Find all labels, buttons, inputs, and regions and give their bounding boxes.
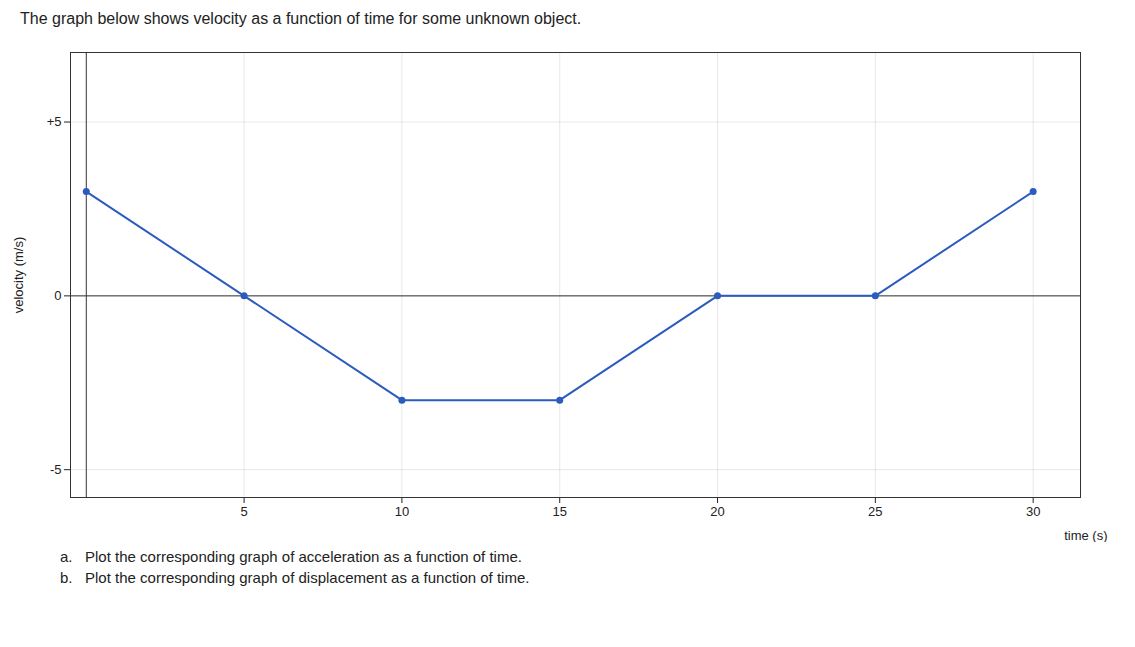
html-text:The graph below shows velocity: The graph below shows velocity as a func… (20, 10, 582, 27)
svg-text:-5: -5 (50, 462, 62, 477)
svg-text:velocity (m/s): velocity (m/s) (11, 237, 26, 314)
svg-text:5: 5 (240, 504, 247, 519)
svg-text:time (s): time (s) (1064, 528, 1107, 543)
svg-text:+5: +5 (47, 114, 62, 129)
svg-text:30: 30 (1026, 504, 1040, 519)
svg-text:15: 15 (552, 504, 566, 519)
svg-text:10: 10 (395, 504, 409, 519)
html-text:b. Plot the corresponding grap: b. Plot the corresponding graph of displ… (60, 569, 530, 586)
svg-text:20: 20 (710, 504, 724, 519)
svg-text:0: 0 (54, 288, 61, 303)
html-text:a. Plot the corresponding grap: a. Plot the corresponding graph of accel… (60, 548, 522, 565)
svg-text:25: 25 (868, 504, 882, 519)
